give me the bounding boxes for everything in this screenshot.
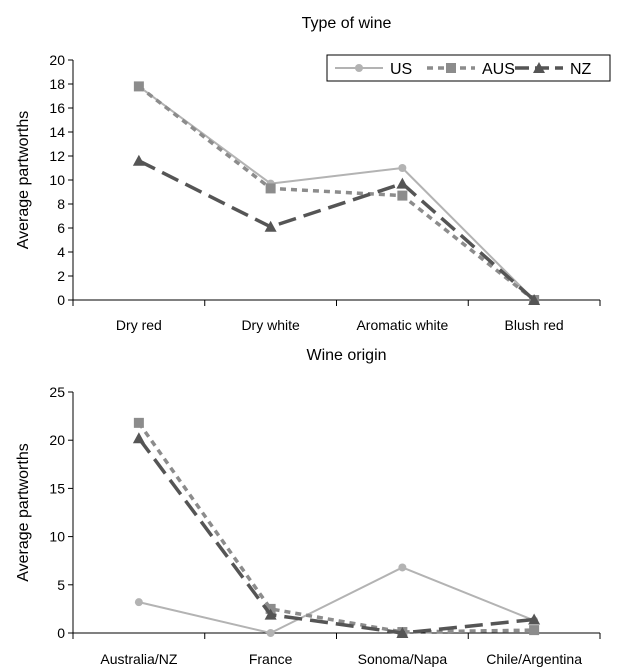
- chart-1: Type of wine Average partworths 0 2 4 6 8 10 12 1…: [15, 15, 611, 333]
- y-tick-label: 10: [49, 172, 65, 188]
- y-tick-label: 5: [57, 577, 65, 593]
- legend-label: NZ: [570, 61, 592, 78]
- chart-title: Type of wine: [302, 15, 392, 32]
- legend-label: AUS: [482, 61, 515, 78]
- series-line: [137, 437, 535, 635]
- y-tick-label: 16: [49, 100, 65, 116]
- chart-2: Wine origin Average partworths 0 5 10 15 20 25 A…: [15, 347, 601, 667]
- y-tick-label: 10: [49, 529, 65, 545]
- x-tick-label: Sonoma/Napa: [358, 651, 448, 667]
- y-tick-label: 14: [49, 124, 65, 140]
- series-nz: [132, 432, 541, 638]
- data-point: [133, 417, 144, 428]
- data-point: [264, 220, 277, 232]
- data-point: [397, 190, 408, 201]
- x-tick-label: Aromatic white: [356, 317, 448, 333]
- data-point: [528, 613, 541, 625]
- x-tick-label: Blush red: [505, 317, 564, 333]
- series-line: [138, 159, 536, 302]
- data-point: [396, 627, 409, 638]
- x-tick-label: Australia/NZ: [100, 651, 177, 667]
- chart-title: Wine origin: [306, 347, 386, 364]
- series-line: [137, 85, 536, 302]
- y-tick-label: 6: [57, 220, 65, 236]
- y-tick-label: 2: [57, 268, 65, 284]
- y-axis-label: Average partworths: [15, 443, 32, 581]
- x-tick-label: Dry red: [116, 317, 162, 333]
- series-line: [138, 85, 535, 301]
- legend-label: US: [390, 61, 412, 78]
- y-tick-label: 0: [57, 292, 65, 308]
- series-aus: [133, 417, 540, 638]
- series-line: [138, 566, 535, 634]
- series-nz: [132, 154, 541, 305]
- x-tick-label: Chile/Argentina: [486, 651, 582, 667]
- legend-marker: [355, 64, 363, 72]
- legend-marker: [533, 62, 545, 73]
- series-aus: [133, 81, 540, 305]
- legend: US AUS NZ: [326, 54, 611, 82]
- y-tick-label: 25: [49, 384, 65, 400]
- data-point: [398, 563, 407, 572]
- y-tick-label: 4: [57, 244, 65, 260]
- series-line: [137, 421, 535, 634]
- y-tick-label: 20: [49, 52, 65, 68]
- legend-marker: [446, 63, 456, 73]
- y-axis-label: Average partworths: [15, 111, 32, 249]
- data-point: [265, 183, 276, 194]
- y-tick-label: 20: [49, 432, 65, 448]
- data-point: [528, 294, 541, 305]
- x-tick-label: France: [249, 651, 293, 667]
- data-point: [398, 164, 407, 172]
- data-point: [396, 177, 409, 189]
- x-tick-label: Dry white: [241, 317, 300, 333]
- y-tick-label: 12: [49, 148, 65, 164]
- data-point: [529, 625, 540, 636]
- y-tick-label: 0: [57, 625, 65, 641]
- data-point: [264, 608, 277, 620]
- data-point: [132, 154, 145, 166]
- data-point: [132, 432, 145, 444]
- y-tick-label: 8: [57, 196, 65, 212]
- data-point: [133, 81, 144, 92]
- y-tick-label: 18: [49, 76, 65, 92]
- data-point: [134, 598, 143, 607]
- y-tick-label: 15: [49, 480, 65, 496]
- data-point: [266, 629, 275, 637]
